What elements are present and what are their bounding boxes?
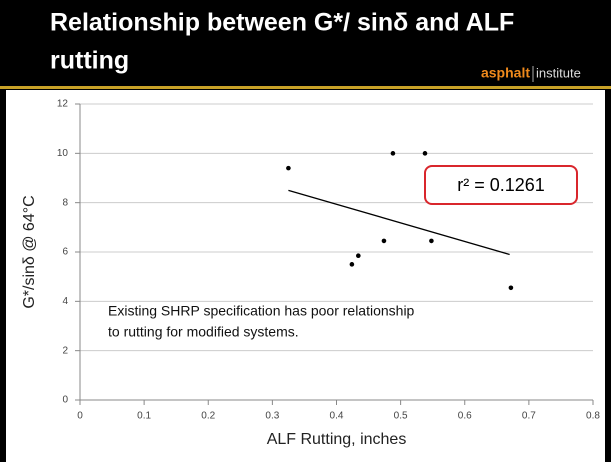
y-tick-label: 2: [62, 345, 68, 356]
x-tick-label: 0.7: [522, 411, 536, 422]
y-tick-label: 0: [62, 395, 68, 406]
annotation: r² = 0.1261: [457, 175, 545, 195]
y-tick-label: 10: [57, 148, 69, 159]
data-point: [508, 285, 514, 291]
data-point: [286, 165, 291, 171]
note-line: Existing SHRP specification has poor rel…: [108, 303, 415, 319]
data-point: [356, 253, 361, 258]
trendline: [288, 189, 510, 256]
note-line: to rutting for modified systems.: [108, 324, 299, 340]
logo-suffix: institute: [536, 65, 581, 80]
x-axis-label: ALF Rutting, inches: [267, 431, 407, 448]
y-tick-label: 8: [62, 197, 68, 208]
x-tick-label: 0.2: [201, 411, 215, 422]
x-tick-label: 0.6: [458, 411, 472, 422]
title-line: Relationship between G*/ sinδ and ALF: [50, 9, 514, 37]
annotation-box: [424, 165, 578, 205]
data-point: [381, 238, 387, 244]
title-line: rutting: [50, 47, 129, 75]
x-tick-label: 0.1: [137, 411, 151, 422]
slide-body: [6, 90, 605, 462]
y-axis-label: G*/sinδ @ 64°C: [21, 195, 38, 308]
y-tick-label: 6: [62, 247, 68, 258]
y-tick-label: 12: [57, 99, 69, 110]
x-tick-label: 0.3: [265, 411, 279, 422]
logo-brand: asphalt: [481, 65, 530, 81]
x-tick-label: 0.4: [330, 411, 344, 422]
data-point: [349, 262, 355, 267]
data-point: [429, 238, 434, 244]
header-rule: [0, 86, 611, 89]
x-tick-label: 0.5: [394, 411, 408, 422]
x-tick-label: 0: [77, 411, 83, 422]
data-point: [422, 151, 428, 156]
x-tick-label: 0.8: [586, 411, 600, 422]
y-tick-label: 4: [62, 296, 68, 307]
data-point: [390, 151, 396, 156]
